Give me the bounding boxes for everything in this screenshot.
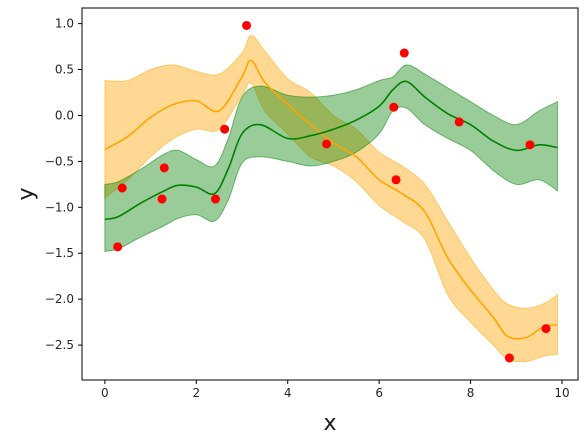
orange-mean-line [104, 59, 558, 340]
y-tick-label: −2.5 [45, 338, 74, 352]
axes-frame [81, 7, 579, 381]
x-tick-label: 6 [375, 386, 383, 400]
observation-point [322, 139, 332, 149]
y-axis-ticks: 1.0 0.5 0.0 −0.5 −1.0 −1.5 −2.0 −2.5 [45, 17, 82, 352]
x-tick-label: 8 [467, 386, 475, 400]
y-tick-label: −1.5 [45, 246, 74, 260]
y-tick-label: 0.5 [55, 63, 74, 77]
plot-area [104, 20, 558, 363]
observation-point [242, 20, 252, 30]
x-tick-label: 2 [192, 386, 200, 400]
observation-point [113, 242, 123, 252]
observation-point [117, 183, 127, 193]
y-tick-label: −0.5 [45, 154, 74, 168]
observation-point [525, 140, 535, 150]
observation-point [389, 102, 399, 112]
observation-point [504, 353, 514, 363]
y-tick-label: −1.0 [45, 200, 74, 214]
observation-point [210, 194, 220, 204]
y-tick-label: 0.0 [55, 108, 74, 122]
observation-point [399, 48, 409, 58]
y-tick-label: 1.0 [55, 17, 74, 31]
observation-point [391, 175, 401, 185]
x-tick-label: 4 [284, 386, 292, 400]
x-axis-label: x [323, 411, 336, 436]
x-axis-ticks: 0 2 4 6 8 10 [101, 380, 570, 400]
y-tick-label: −2.0 [45, 292, 74, 306]
observation-point [157, 194, 167, 204]
green-mean-line [104, 80, 558, 221]
y-axis-label: y [14, 187, 39, 200]
observation-point [159, 163, 169, 173]
x-tick-label: 0 [101, 386, 109, 400]
x-tick-label: 10 [554, 386, 569, 400]
observation-point [220, 124, 230, 134]
observation-point [541, 324, 551, 334]
observation-point [454, 117, 464, 127]
